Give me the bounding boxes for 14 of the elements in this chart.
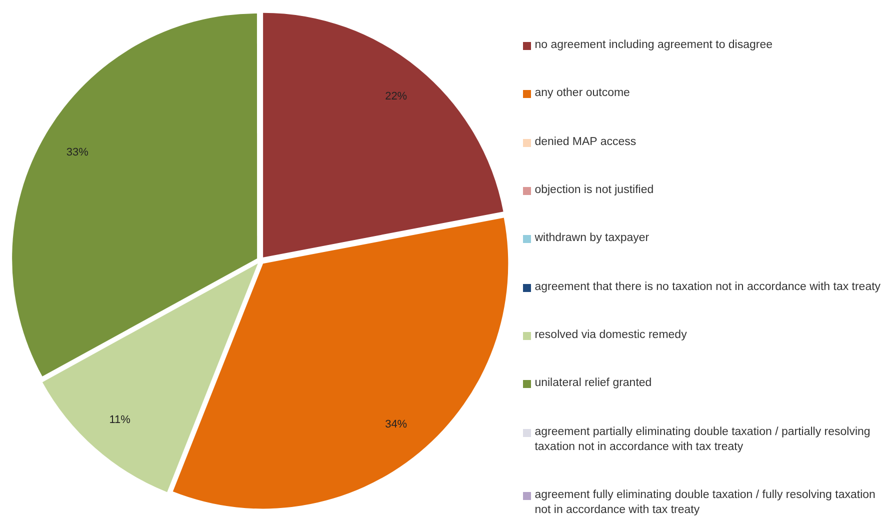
legend-label: denied MAP access [534,134,636,150]
legend-label: objection is not justified [534,182,654,198]
data-label: 33% [66,146,89,158]
data-label: 22% [385,90,408,103]
legend-label: agreement partially eliminating double taxation / partially resolving taxation not in accordance with tax treaty [534,424,872,455]
legend-label: agreement that there is no taxation not in accordance with tax treaty [534,280,881,295]
legend-label: no agreement including agreement to disagree [534,38,773,53]
legend-label: resolved via domestic remedy [534,328,687,343]
legend-label: unilateral relief granted [534,376,652,392]
data-label: 34% [385,418,408,430]
legend-label: withdrawn by taxpayer [534,231,650,246]
legend-label: any other outcome [534,86,630,102]
data-label: 11% [109,414,131,426]
legend-label: agreement fully eliminating double taxation / fully resolving taxation not in accordance with tax treaty [534,488,876,518]
